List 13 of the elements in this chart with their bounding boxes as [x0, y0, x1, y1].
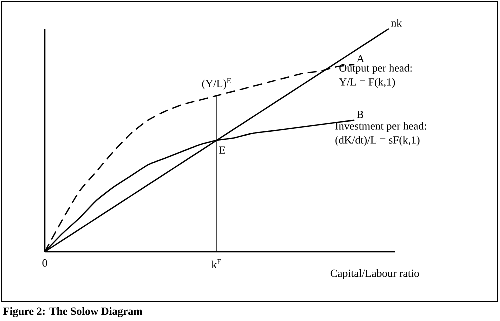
- annotation: Y/L = F(k,1): [339, 78, 396, 88]
- ref-line-label: (Y/L)$^{E}$: [202, 78, 232, 90]
- annotation: Output per head:: [340, 64, 412, 74]
- annotation: (dK/dt)/L = sF(k,1): [336, 136, 420, 146]
- x-axis-title: Capital/Labour ratio: [330, 270, 420, 280]
- annotation: E: [220, 146, 226, 154]
- series-label: A: [356, 55, 365, 62]
- series-label: B: [357, 111, 364, 118]
- series-label: nk: [391, 19, 402, 27]
- x-tick-label: 0: [42, 260, 48, 267]
- annotation: Investment per head:: [336, 122, 426, 132]
- caption: Figure 2: The Solow Diagram: [3, 307, 143, 318]
- x-tick-label: k$^{E}$: [212, 260, 222, 268]
